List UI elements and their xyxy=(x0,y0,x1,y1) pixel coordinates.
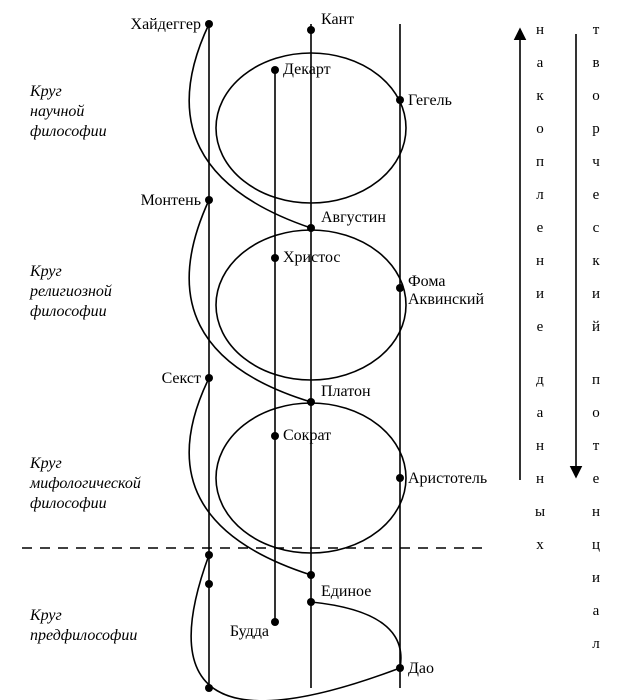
node-christ xyxy=(271,254,279,262)
node-dao xyxy=(396,664,404,672)
vlabel-right-char-4: ч xyxy=(592,154,600,170)
node-label-dao: Дао xyxy=(408,660,434,677)
node-dot-left-688 xyxy=(205,684,213,692)
vlabel-left-char-6: е xyxy=(537,220,544,236)
vlabel-left-char-3: о xyxy=(536,121,544,137)
node-aristotle xyxy=(396,474,404,482)
lbl-sci1: Круг xyxy=(29,83,62,100)
vlabel-left-char-8: и xyxy=(536,286,544,302)
vlabel-right-char-7: к xyxy=(592,253,600,269)
node-label-plato: Платон xyxy=(321,383,371,400)
node-socrates xyxy=(271,432,279,440)
node-sextus xyxy=(205,374,213,382)
vlabel-left-char-11: д xyxy=(536,372,544,388)
node-montaigne xyxy=(205,196,213,204)
node-label-christ: Христос xyxy=(283,249,341,266)
node-dot-left-584 xyxy=(205,580,213,588)
node-heidegger xyxy=(205,20,213,28)
node-one xyxy=(307,598,315,606)
node-augustine xyxy=(307,224,315,232)
node-label-aquinas2: Аквинский xyxy=(408,291,484,308)
vlabel-left-char-2: к xyxy=(536,88,544,104)
node-label-aquinas1: Фома xyxy=(408,273,445,290)
lbl-rel3: философии xyxy=(30,303,107,320)
vlabel-left-char-15: ы xyxy=(535,504,545,520)
curve-c3 xyxy=(189,378,311,575)
vlabel-left-char-0: н xyxy=(536,22,544,38)
vlabel-left-char-9: е xyxy=(537,319,544,335)
node-plato xyxy=(307,398,315,406)
node-label-socrates: Сократ xyxy=(283,427,331,444)
vlabel-right-char-13: т xyxy=(593,438,600,454)
node-label-one: Единое xyxy=(321,583,371,600)
lbl-sci2: научной xyxy=(30,103,84,120)
node-hegel xyxy=(396,96,404,104)
node-label-aristotle: Аристотель xyxy=(408,470,487,487)
node-label-augustine: Августин xyxy=(321,209,386,226)
vlabel-right-char-19: л xyxy=(592,636,600,652)
vlabel-left-char-5: л xyxy=(536,187,544,203)
lbl-rel1: Круг xyxy=(29,263,62,280)
curve-c2 xyxy=(189,200,311,402)
vlabel-right-char-3: р xyxy=(592,121,600,137)
vlabel-right-char-15: н xyxy=(592,504,600,520)
lbl-myth1: Круг xyxy=(29,455,62,472)
vlabel-right-char-17: и xyxy=(592,570,600,586)
vlabel-right-char-8: и xyxy=(592,286,600,302)
vlabel-right-char-5: е xyxy=(593,187,600,203)
vlabel-right-char-0: т xyxy=(593,22,600,38)
vlabel-left-char-12: а xyxy=(537,405,544,421)
lbl-myth2: мифологической xyxy=(29,475,141,492)
lbl-pre1: Круг xyxy=(29,607,62,624)
vlabel-left-char-1: а xyxy=(537,55,544,71)
lbl-myth3: философии xyxy=(30,495,107,512)
curve-bottom-close xyxy=(311,602,401,668)
node-aquinas1 xyxy=(396,284,404,292)
vlabel-left-char-4: п xyxy=(536,154,544,170)
node-label-heidegger: Хайдеггер xyxy=(131,16,201,33)
vlabel-right-char-9: й xyxy=(592,319,600,335)
node-label-kant: Кант xyxy=(321,11,354,28)
node-dot-left-555 xyxy=(205,551,213,559)
node-kant xyxy=(307,26,315,34)
lbl-sci3: философии xyxy=(30,123,107,140)
vlabel-right-char-12: о xyxy=(592,405,600,421)
node-label-descartes: Декарт xyxy=(283,61,331,78)
vlabel-left-char-7: н xyxy=(536,253,544,269)
vlabel-right-char-18: а xyxy=(593,603,600,619)
vlabel-left-char-13: н xyxy=(536,438,544,454)
vlabel-right-char-2: о xyxy=(592,88,600,104)
node-label-sextus: Секст xyxy=(162,370,201,387)
node-dot-mid-575 xyxy=(307,571,315,579)
node-label-buddha: Будда xyxy=(230,623,269,640)
node-label-montaigne: Монтень xyxy=(141,192,201,209)
node-descartes xyxy=(271,66,279,74)
node-label-hegel: Гегель xyxy=(408,92,452,109)
vlabel-left-char-16: х xyxy=(536,537,544,553)
curve-c4 xyxy=(191,555,400,700)
vlabel-right-char-1: в xyxy=(592,55,599,71)
node-buddha xyxy=(271,618,279,626)
lbl-rel2: религиозной xyxy=(29,283,112,300)
vlabel-right-char-6: с xyxy=(593,220,600,236)
vlabel-right-char-16: ц xyxy=(592,537,600,553)
vlabel-right-char-11: п xyxy=(592,372,600,388)
vlabel-left-char-14: н xyxy=(536,471,544,487)
vlabel-right-char-14: е xyxy=(593,471,600,487)
lbl-pre2: предфилософии xyxy=(30,627,137,644)
